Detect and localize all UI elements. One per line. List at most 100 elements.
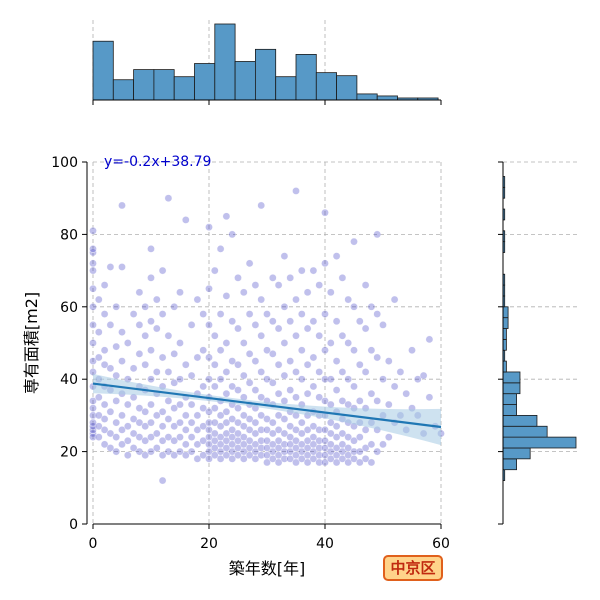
scatter-point — [239, 411, 248, 420]
scatter-point — [158, 451, 167, 460]
scatter-point — [193, 411, 202, 420]
y-tick-label: 60 — [60, 300, 78, 316]
scatter-point — [234, 360, 242, 369]
top-hist-bar — [376, 95, 398, 101]
scatter-point — [350, 447, 358, 456]
scatter-point — [379, 375, 387, 384]
scatter-point — [95, 411, 103, 420]
scatter-point — [193, 295, 202, 304]
scatter-point — [187, 371, 196, 380]
scatter-point — [286, 422, 295, 431]
regression-line — [92, 382, 442, 429]
scatter-point — [268, 317, 277, 326]
scatter-point — [326, 339, 335, 347]
scatter-point — [164, 194, 173, 202]
scatter-point — [210, 404, 219, 412]
scatter-point — [112, 371, 120, 380]
scatter-point — [228, 426, 236, 434]
top-hist-bar — [173, 76, 195, 101]
scatter-point — [152, 368, 161, 376]
ward-badge: 中京区 — [383, 555, 443, 581]
scatter-point — [234, 324, 242, 333]
scatter-point — [425, 393, 434, 402]
scatter-point — [141, 331, 149, 340]
scatter-point — [361, 368, 370, 376]
scatter-point — [124, 451, 132, 460]
scatter-point — [147, 433, 155, 441]
scatter-point — [205, 353, 213, 362]
scatter-point — [263, 310, 271, 318]
main-grid — [92, 161, 442, 525]
scatter-point — [89, 339, 97, 347]
right-marginal-histogram — [498, 161, 580, 525]
scatter-point — [292, 368, 300, 376]
scatter-point — [332, 252, 341, 260]
scatter-point — [303, 324, 312, 333]
scatter-point — [344, 444, 353, 452]
scatter-point — [164, 397, 173, 405]
scatter-point — [286, 357, 295, 365]
scatter-point — [355, 447, 364, 456]
scatter-point — [286, 274, 295, 282]
y-tick-label: 0 — [69, 517, 78, 533]
scatter-point — [274, 426, 283, 434]
scatter-point — [199, 451, 207, 460]
scatter-point — [187, 447, 196, 456]
scatter-point — [251, 440, 260, 449]
scatter-point — [112, 447, 120, 456]
scatter-point — [89, 245, 97, 253]
scatter-point — [147, 245, 155, 253]
scatter-point — [89, 284, 97, 293]
regression-confidence-band — [93, 373, 441, 446]
right-hist-bar — [502, 306, 509, 319]
scatter-point — [245, 259, 254, 268]
scatter-point — [268, 274, 277, 282]
scatter-point — [315, 393, 324, 402]
scatter-point — [216, 411, 225, 420]
scatter-point — [355, 317, 364, 326]
scatter-point — [216, 422, 225, 431]
top-hist-bar — [315, 72, 337, 101]
scatter-point — [112, 342, 120, 351]
scatter-point — [274, 324, 283, 333]
scatter-point — [106, 321, 115, 329]
scatter-point — [89, 418, 97, 427]
right-hist-bar — [502, 382, 521, 395]
scatter-point — [170, 404, 178, 412]
scatter-point — [89, 226, 97, 235]
scatter-point — [344, 295, 353, 304]
scatter-point — [338, 274, 347, 282]
scatter-point — [95, 328, 103, 336]
scatter-point — [141, 360, 149, 369]
scatter-point — [158, 266, 167, 275]
scatter-point — [205, 407, 213, 416]
right-hist-bar — [502, 414, 538, 427]
scatter-point — [251, 357, 260, 365]
scatter-point — [129, 364, 138, 373]
scatter-point — [251, 281, 260, 289]
scatter-point — [164, 433, 173, 441]
scatter-point — [257, 411, 266, 420]
scatter-point — [187, 418, 196, 427]
scatter-point — [100, 415, 109, 423]
x-tick-label: 0 — [89, 536, 98, 552]
scatter-point — [181, 440, 190, 449]
scatter-point — [147, 317, 155, 326]
scatter-point — [222, 212, 231, 221]
scatter-point — [199, 422, 207, 431]
scatter-point — [135, 418, 144, 427]
scatter-point — [164, 415, 173, 423]
scatter-point — [147, 400, 155, 409]
right-hist-bar — [502, 436, 577, 449]
scatter-point — [170, 436, 178, 445]
top-hist-bar — [92, 40, 114, 101]
scatter-point — [124, 339, 132, 347]
scatter-point — [239, 339, 248, 347]
scatter-point — [135, 350, 144, 358]
scatter-point — [106, 444, 115, 452]
scatter-point — [286, 317, 295, 326]
scatter-point — [268, 379, 277, 387]
scatter-point — [228, 230, 236, 239]
scatter-point — [245, 350, 254, 358]
